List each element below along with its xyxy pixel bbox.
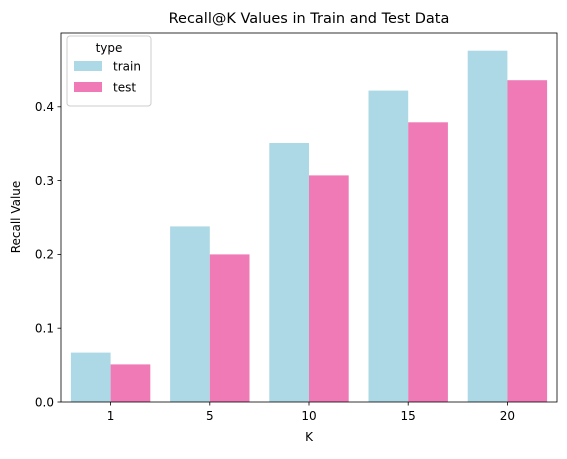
x-tick-label: 1 bbox=[107, 409, 115, 423]
y-tick-label: 0.0 bbox=[35, 395, 54, 409]
legend-label-test: test bbox=[113, 80, 136, 94]
y-axis-label: Recall Value bbox=[9, 181, 23, 254]
bar-test-k10 bbox=[309, 175, 349, 402]
chart-title: Recall@K Values in Train and Test Data bbox=[169, 11, 450, 27]
y-tick-label: 0.4 bbox=[35, 100, 54, 114]
y-tick-label: 0.3 bbox=[35, 174, 54, 188]
bar-train-k1 bbox=[71, 353, 111, 402]
bar-test-k20 bbox=[507, 80, 547, 402]
bar-train-k5 bbox=[170, 226, 210, 402]
legend-label-train: train bbox=[113, 59, 141, 73]
bar-test-k1 bbox=[111, 364, 151, 402]
bar-train-k10 bbox=[269, 143, 309, 402]
bar-test-k15 bbox=[408, 122, 448, 402]
bar-test-k5 bbox=[210, 254, 250, 402]
legend-swatch-test bbox=[74, 82, 102, 92]
x-tick-label: 20 bbox=[500, 409, 515, 423]
x-tick-label: 15 bbox=[401, 409, 416, 423]
x-axis-label: K bbox=[305, 430, 314, 444]
y-tick-label: 0.1 bbox=[35, 322, 54, 336]
legend: type train test bbox=[67, 36, 151, 106]
y-tick-label: 0.2 bbox=[35, 248, 54, 262]
legend-swatch-train bbox=[74, 61, 102, 71]
bar-train-k20 bbox=[468, 51, 508, 402]
legend-title: type bbox=[96, 41, 123, 55]
x-tick-label: 5 bbox=[206, 409, 214, 423]
bar-train-k15 bbox=[369, 91, 409, 402]
x-tick-label: 10 bbox=[301, 409, 316, 423]
